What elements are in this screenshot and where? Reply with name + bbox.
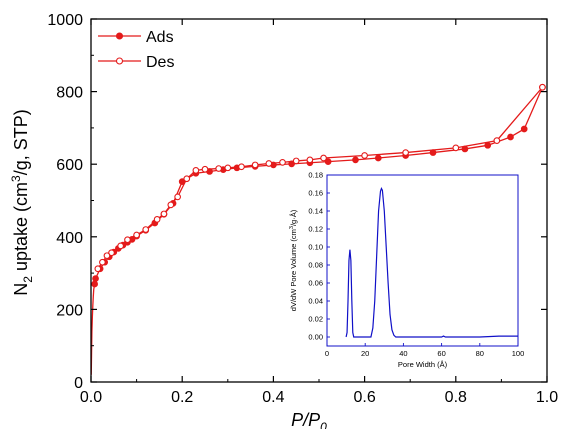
- des-point: [134, 232, 140, 238]
- des-point: [540, 84, 546, 90]
- inset-y-tick-label: 0.10: [308, 243, 323, 252]
- des-point: [100, 259, 106, 265]
- inset-pore-size-chart: 0 20 40 60 80 100 0.00 0.02 0.04 0.06 0.08 0.10 0.12…: [289, 171, 524, 369]
- y-axis-title-mid: uptake (cm: [11, 182, 31, 276]
- inset-y-tick-label: 0.06: [308, 279, 323, 288]
- inset-y-tick-label: 0.04: [308, 297, 323, 306]
- des-point: [293, 158, 299, 164]
- des-point: [95, 266, 101, 272]
- x-tick-label: 0.2: [171, 389, 193, 406]
- ads-point: [92, 281, 98, 287]
- x-axis-title-sub: 0: [320, 420, 327, 429]
- des-point: [184, 176, 190, 182]
- des-point: [403, 150, 409, 156]
- x-axis-title-main: P/P: [291, 410, 320, 429]
- des-point: [252, 162, 258, 168]
- legend-label-ads: Ads: [146, 29, 174, 46]
- ads-point: [375, 155, 381, 161]
- legend-marker-des: [117, 58, 123, 64]
- x-axis-title: P/P0: [291, 410, 327, 429]
- des-point: [494, 138, 500, 144]
- inset-y-tick-label: 0.00: [308, 333, 323, 342]
- des-point: [362, 153, 368, 159]
- inset-y-tick-label: 0.16: [308, 189, 323, 198]
- x-tick-label: 1.0: [536, 389, 558, 406]
- y-axis-title: N2 uptake (cm3/g, STP): [9, 109, 35, 295]
- x-tick-label: 0.4: [262, 389, 284, 406]
- des-point: [154, 217, 160, 223]
- inset-y-tick-label: 0.12: [308, 225, 323, 234]
- des-point: [202, 166, 208, 172]
- legend-marker-ads: [117, 33, 123, 39]
- des-point: [161, 211, 167, 217]
- inset-x-axis-title: Pore Width (Å): [398, 360, 448, 369]
- inset-y-tick-label: 0.08: [308, 261, 323, 270]
- y-axis-title-n: N: [11, 283, 31, 296]
- des-point: [239, 164, 245, 170]
- y-tick-label: 1000: [47, 12, 83, 29]
- x-tick-label: 0.8: [445, 389, 467, 406]
- des-point: [307, 157, 313, 163]
- des-point: [175, 194, 181, 200]
- inset-y-tick-label: 0.14: [308, 207, 323, 216]
- y-tick-label: 600: [56, 157, 83, 174]
- inset-y-tick-label: 0.18: [308, 171, 323, 180]
- des-point: [125, 237, 131, 243]
- des-point: [280, 160, 286, 166]
- legend: Ads Des: [98, 29, 174, 71]
- inset-x-tick-label: 0: [325, 349, 329, 358]
- x-tick-label: 0.6: [353, 389, 375, 406]
- des-point: [143, 227, 149, 233]
- inset-x-tick-label: 80: [476, 349, 484, 358]
- ads-point: [521, 126, 527, 132]
- inset-x-tick-label: 40: [399, 349, 407, 358]
- y-axis-title-post: /g, STP): [11, 109, 31, 175]
- des-point: [193, 168, 199, 174]
- inset-x-tick-label: 100: [512, 349, 525, 358]
- ads-point: [93, 276, 99, 282]
- des-point: [225, 165, 231, 171]
- ads-point: [485, 143, 491, 149]
- inset-x-tick-label: 60: [437, 349, 445, 358]
- inset-y-title-post: /g·Å): [289, 209, 298, 226]
- y-tick-label: 800: [56, 85, 83, 102]
- inset-y-axis-title: dV/dW Pore Volume (cm3/g·Å): [289, 209, 298, 311]
- ads-point: [353, 157, 359, 163]
- y-tick-label: 200: [56, 302, 83, 319]
- des-point: [216, 166, 222, 172]
- des-point: [266, 161, 272, 167]
- des-point: [453, 145, 459, 151]
- ads-point: [508, 134, 514, 140]
- des-point: [104, 253, 110, 259]
- x-tick-label: 0.0: [80, 389, 102, 406]
- des-point: [321, 155, 327, 161]
- inset-y-tick-label: 0.02: [308, 315, 323, 324]
- legend-label-des: Des: [146, 54, 174, 71]
- y-tick-label: 0: [74, 375, 83, 392]
- inset-y-title-pre: dV/dW Pore Volume (cm: [289, 229, 298, 311]
- inset-plot-frame: [327, 175, 518, 346]
- y-tick-label: 400: [56, 230, 83, 247]
- inset-x-tick-label: 20: [361, 349, 369, 358]
- des-point: [168, 202, 174, 208]
- des-point: [118, 243, 124, 249]
